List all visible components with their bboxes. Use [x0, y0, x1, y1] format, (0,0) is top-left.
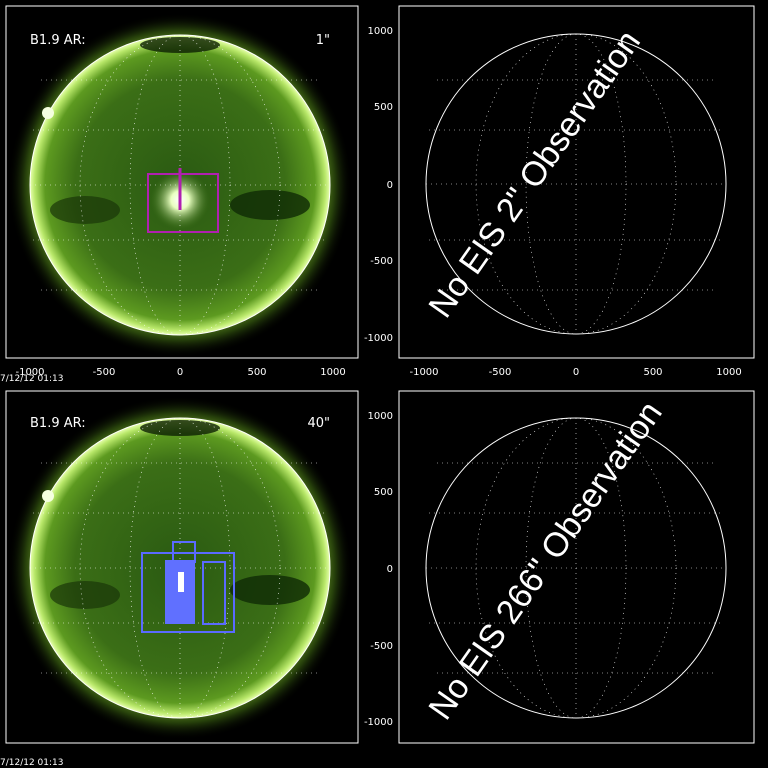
y-tick-label: -500	[370, 641, 393, 652]
y-axis-ticks: 1000 500 0 -500 -1000	[364, 26, 393, 344]
panel-top-left: B1.9 AR: 1" -1000 -500 0 500 1000 7/12/1…	[0, 5, 359, 384]
x-tick-label: -1000	[15, 367, 44, 378]
timestamp: 7/12/12 01:13	[0, 374, 64, 384]
instrument-tag: 40"	[307, 416, 330, 431]
heliographic-grid	[426, 417, 726, 719]
y-tick-label: 500	[374, 102, 393, 113]
panel-bottom-right: No EIS 266" Observation 1000 500 0 -500 …	[364, 390, 755, 744]
x-tick-label: 1000	[320, 367, 345, 378]
y-tick-label: 500	[374, 487, 393, 498]
x-tick-label: -500	[93, 367, 116, 378]
plot-frame	[398, 390, 755, 744]
y-tick-label: -1000	[364, 333, 393, 344]
x-tick-label: 0	[177, 367, 183, 378]
x-axis-ticks: -1000 -500 0 500 1000	[15, 367, 345, 378]
y-tick-label: 0	[387, 180, 393, 191]
panel-label: B1.9 AR:	[30, 33, 86, 48]
x-tick-label: 500	[643, 367, 662, 378]
y-tick-label: 1000	[368, 26, 393, 37]
y-tick-label: -1000	[364, 717, 393, 728]
y-tick-label: 1000	[368, 411, 393, 422]
instrument-tag: 1"	[316, 33, 330, 48]
panel-label: B1.9 AR:	[30, 416, 86, 431]
x-tick-label: -500	[489, 367, 512, 378]
x-tick-label: 1000	[716, 367, 741, 378]
limb-brightening	[42, 490, 54, 502]
raster-highlight	[178, 572, 184, 592]
limb-brightening	[42, 107, 54, 119]
heliographic-grid	[426, 33, 726, 335]
panel-top-right: No EIS 2" Observation 1000 500 0 -500 -1…	[364, 5, 755, 378]
x-tick-label: -1000	[409, 367, 438, 378]
y-axis-ticks: 1000 500 0 -500 -1000	[364, 411, 393, 728]
plot-frame	[398, 5, 755, 359]
x-tick-label: 0	[573, 367, 579, 378]
x-tick-label: 500	[247, 367, 266, 378]
panel-bottom-left: B1.9 AR: 40" 7/12/12 01:13	[0, 390, 359, 768]
y-tick-label: 0	[387, 564, 393, 575]
x-axis-ticks: -1000 -500 0 500 1000	[409, 367, 741, 378]
timestamp: 7/12/12 01:13	[0, 758, 64, 768]
y-tick-label: -500	[370, 256, 393, 267]
magenta-fov-box	[147, 173, 219, 233]
